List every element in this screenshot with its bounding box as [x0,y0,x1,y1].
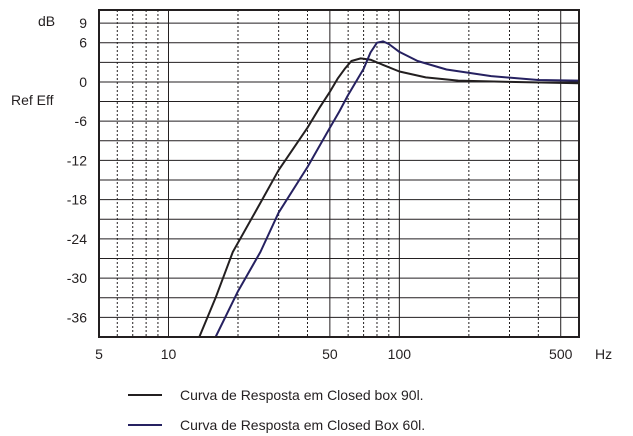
series-line-1 [198,57,579,337]
grid [98,10,579,337]
legend: Curva de Resposta em Closed box 90l. Curv… [128,387,425,433]
y-tick-label: -36 [67,309,87,325]
y-tick-label: -18 [67,192,87,208]
x-tick-label: 5 [95,346,103,362]
y-tick-label: -30 [67,270,87,286]
y-tick-label: -6 [75,113,88,129]
y-tick-label: 6 [79,35,87,51]
plot-frame [98,9,580,338]
x-tick-label: 500 [549,346,573,362]
x-tick-label: 50 [322,346,338,362]
x-tick-label: 10 [161,346,177,362]
y-tick-label: -24 [67,231,87,247]
series-line-2 [214,40,579,337]
y-tick-labels: 9 6 0 -6 -12 -18 -24 -30 -36 [67,15,87,325]
legend-label: Curva de Resposta em Closed Box 60l. [180,417,425,433]
x-tick-label: 100 [388,346,412,362]
y-unit-label: dB [38,13,55,29]
x-tick-labels: 5 10 50 100 500 [95,346,573,362]
y-tick-label: -12 [67,152,87,168]
x-unit-label: Hz [595,346,612,362]
plot-background [99,10,579,337]
series-lines [198,40,579,337]
legend-label: Curva de Resposta em Closed box 90l. [180,387,424,403]
y-tick-label: 9 [79,15,87,31]
y-reference-label: Ref Eff [11,92,54,108]
y-tick-label: 0 [79,74,87,90]
